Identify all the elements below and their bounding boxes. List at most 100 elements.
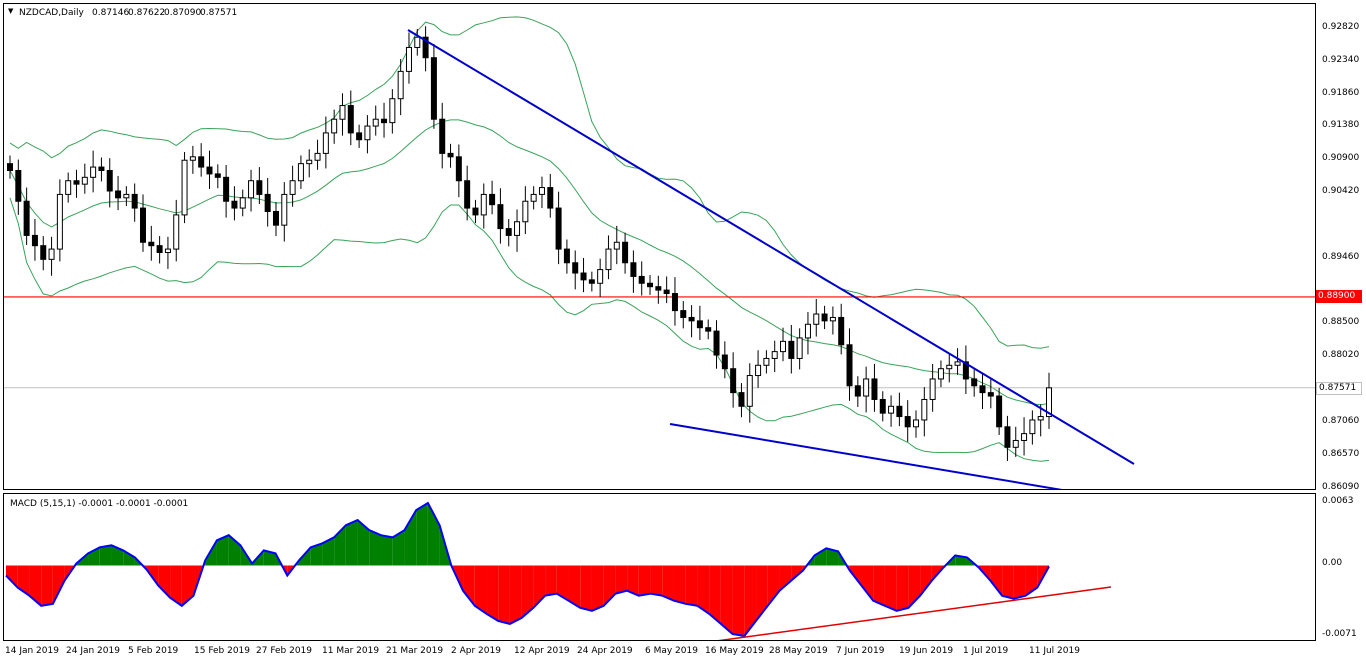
candle-bull bbox=[314, 152, 321, 161]
candle-bear bbox=[381, 118, 388, 124]
current-price-tag: 0.87571 bbox=[1316, 382, 1362, 395]
candle-bull bbox=[56, 193, 63, 250]
macd-area-segment bbox=[873, 565, 885, 606]
date-axis-label: 15 Feb 2019 bbox=[194, 646, 251, 656]
candle-bear bbox=[904, 416, 911, 428]
price-plot bbox=[4, 16, 1315, 489]
macd-area-segment bbox=[216, 535, 229, 566]
macd-area-segment bbox=[814, 548, 827, 566]
date-axis-label: 24 Apr 2019 bbox=[577, 646, 633, 656]
candle-bull bbox=[372, 118, 379, 127]
candle-bear bbox=[23, 200, 30, 236]
candle-bull bbox=[65, 180, 72, 195]
candle-bear bbox=[40, 245, 47, 260]
macd-axis[interactable]: 0.0063 0.00 -0.0071 bbox=[1316, 493, 1366, 641]
macd-area-segment bbox=[310, 543, 323, 566]
candle-bear bbox=[879, 398, 886, 414]
macd-area-segment bbox=[392, 530, 405, 566]
price-axis-label: 0.92340 bbox=[1322, 54, 1360, 65]
candle-bull bbox=[538, 187, 545, 195]
date-axis-label: 19 Jun 2019 bbox=[899, 646, 954, 656]
candle-bear bbox=[231, 200, 238, 209]
date-axis-label: 24 Jan 2019 bbox=[66, 646, 120, 656]
lower-trendline bbox=[669, 423, 1063, 489]
candle-bear bbox=[439, 118, 446, 154]
candle-bear bbox=[680, 310, 687, 318]
macd-pane[interactable]: MACD (5,15,1) -0.0001 -0.0001 -0.0001 bbox=[3, 493, 1316, 641]
macd-area-segment bbox=[673, 565, 686, 604]
macd-area-segment bbox=[287, 565, 296, 576]
candle-bull bbox=[123, 193, 130, 199]
macd-area-segment bbox=[767, 565, 780, 606]
candle-bear bbox=[655, 286, 662, 291]
candle-bull bbox=[954, 361, 961, 366]
macd-area-segment bbox=[756, 565, 768, 621]
macd-area-segment bbox=[627, 565, 639, 596]
candle-bear bbox=[256, 180, 263, 195]
candle-bull bbox=[1046, 387, 1052, 418]
macd-area-segment bbox=[357, 520, 370, 566]
candle-bear bbox=[696, 320, 703, 329]
candle-bear bbox=[738, 392, 745, 407]
price-axis-label: 0.86570 bbox=[1322, 449, 1360, 460]
date-axis[interactable]: 14 Jan 2019 24 Jan 2019 5 Feb 2019 15 Feb 2… bbox=[3, 641, 1316, 665]
candle-bull bbox=[405, 46, 412, 72]
candle-bear bbox=[7, 163, 13, 171]
candle-bear bbox=[854, 385, 861, 397]
candle-bear bbox=[622, 241, 629, 264]
candle-bear bbox=[647, 282, 654, 288]
candle-bull bbox=[813, 313, 820, 325]
candle-bear bbox=[455, 156, 462, 182]
candle-bull bbox=[90, 166, 97, 178]
date-axis-label: 2 Apr 2019 bbox=[451, 646, 501, 656]
macd-axis-top: 0.0063 bbox=[1322, 496, 1354, 506]
chart-menu-icon[interactable]: ▼ bbox=[8, 7, 14, 15]
price-axis[interactable]: 0.92820 0.92340 0.91860 0.91380 0.90900 0.904… bbox=[1316, 3, 1366, 492]
macd-area-segment bbox=[381, 535, 393, 566]
candle-bear bbox=[871, 378, 878, 400]
candle-bull bbox=[173, 214, 180, 250]
macd-area-segment bbox=[545, 565, 557, 596]
price-chart-pane[interactable]: ▼ NZDCAD,Daily 0.87146 0.87622 0.87090 0… bbox=[3, 3, 1316, 490]
candle-bear bbox=[730, 368, 737, 394]
date-axis-label: 5 Feb 2019 bbox=[128, 646, 179, 656]
candle-bull bbox=[389, 98, 396, 124]
candle-bear bbox=[971, 378, 978, 387]
macd-area-segment bbox=[861, 565, 874, 601]
ohlc-close: 0.87571 bbox=[200, 8, 238, 18]
candle-bull bbox=[829, 316, 836, 322]
candle-bull bbox=[780, 340, 787, 353]
price-axis-label: 0.92820 bbox=[1322, 22, 1360, 32]
macd-area-segment bbox=[556, 565, 569, 601]
candle-bear bbox=[713, 330, 720, 356]
price-axis-label: 0.91860 bbox=[1322, 87, 1360, 98]
price-axis-label: 0.88020 bbox=[1322, 350, 1360, 361]
candle-bull bbox=[863, 378, 870, 397]
candle-bear bbox=[356, 132, 363, 141]
candle-bear bbox=[115, 190, 122, 199]
macd-area-segment bbox=[568, 565, 581, 608]
candle-bull bbox=[1029, 419, 1036, 435]
candle-bear bbox=[497, 204, 504, 230]
date-axis-label: 11 Mar 2019 bbox=[322, 646, 380, 656]
macd-area-segment bbox=[509, 565, 522, 624]
candle-bull bbox=[597, 269, 604, 284]
candle-bull bbox=[1037, 416, 1044, 421]
candle-bull bbox=[755, 364, 762, 377]
candle-bear bbox=[838, 316, 845, 346]
candle-bear bbox=[1004, 426, 1011, 448]
price-axis-label: 0.86090 bbox=[1322, 482, 1360, 492]
candle-bear bbox=[896, 405, 903, 418]
macd-area-segment bbox=[908, 565, 921, 608]
symbol-label: NZDCAD,Daily bbox=[19, 8, 84, 18]
candle-bear bbox=[447, 152, 454, 158]
macd-axis-bottom: -0.0071 bbox=[1322, 629, 1357, 639]
candle-bear bbox=[156, 245, 163, 254]
macd-area-segment bbox=[52, 565, 65, 604]
macd-area-segment bbox=[591, 565, 604, 611]
candle-bear bbox=[206, 166, 213, 175]
upper-trendline bbox=[407, 29, 1135, 465]
candle-bear bbox=[272, 210, 279, 226]
candle-bull bbox=[289, 180, 296, 195]
candle-bear bbox=[464, 180, 471, 209]
